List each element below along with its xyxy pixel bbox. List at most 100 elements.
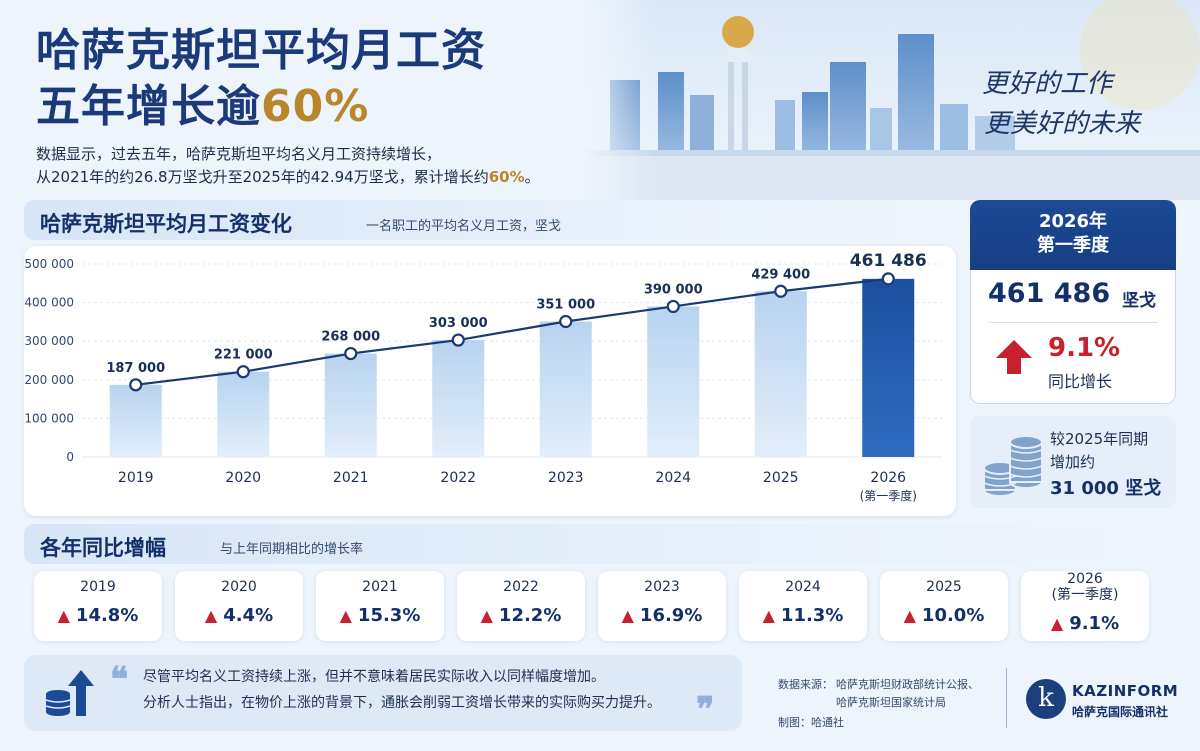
- source-line2: 哈萨克斯坦国家统计局: [836, 696, 946, 709]
- title-prefix: 五年增长逾: [36, 81, 261, 132]
- yoy-section-subtitle: 与上年同期相比的增长率: [220, 542, 364, 557]
- bar-2022: [432, 340, 485, 457]
- yoy-pct: 10.0%: [921, 605, 985, 626]
- yoy-year: 2019: [80, 579, 116, 595]
- yoy-year: 2023: [644, 579, 680, 595]
- current-wage-unit: 坚戈: [1122, 291, 1156, 311]
- up-arrow-icon: ▲: [1050, 614, 1064, 633]
- y-tick-label: 100 000: [24, 411, 74, 425]
- brand-subtitle: 哈萨克国际通讯社: [1072, 705, 1169, 719]
- yoy-pct: 4.4%: [223, 605, 274, 626]
- yoy-pct: 15.3%: [357, 605, 421, 626]
- yoy-value: ▲ 9.1%: [1021, 613, 1149, 634]
- x-tick-label: 2026: [870, 470, 906, 486]
- current-wage-card: [970, 270, 1176, 404]
- data-label-2019: 187 000: [106, 361, 165, 376]
- compare-line1: 较2025年同期: [1050, 430, 1149, 448]
- coin-stack-icon: [983, 435, 1043, 497]
- point-2020: [236, 365, 250, 379]
- x-tick-sublabel: (第一季度): [860, 488, 917, 503]
- yoy-section-title: 各年同比增幅: [40, 536, 166, 560]
- x-tick-label: 2021: [333, 470, 369, 486]
- up-arrow-icon: ▲: [480, 606, 493, 625]
- current-wage-value: 461 486: [988, 278, 1111, 309]
- yoy-pct: 12.2%: [498, 605, 562, 626]
- yoy-tile-2023: 2023 ▲ 16.9%: [598, 571, 726, 641]
- note-line1: 尽管平均名义工资持续上涨，但并不意味着居民实际收入以同样幅度增加。: [143, 669, 605, 685]
- period-line2: 第一季度: [1037, 235, 1109, 256]
- point-2023: [559, 314, 573, 329]
- yoy-value: ▲ 10.0%: [880, 605, 1008, 626]
- data-label-2025: 429 400: [751, 267, 810, 282]
- yoy-tile-2020: 2020 ▲ 4.4%: [175, 571, 303, 641]
- intro-highlight: 60%: [488, 168, 525, 186]
- yoy-year: 2022: [503, 579, 539, 595]
- yoy-year: 2026 (第一季度): [1021, 571, 1149, 603]
- yoy-section-header: [24, 524, 1176, 564]
- data-label-2026: 461 486: [850, 251, 927, 271]
- bar-2024: [647, 306, 700, 457]
- yoy-tile-2019: 2019 ▲ 14.8%: [34, 571, 162, 641]
- point-2022: [451, 333, 465, 347]
- period-line1: 2026年: [1038, 211, 1108, 232]
- yoy-pct: 14.8%: [75, 605, 139, 626]
- city-skyline-image: [580, 0, 1200, 200]
- card-divider: [988, 322, 1158, 323]
- up-arrow-icon: ▲: [57, 606, 70, 625]
- x-tick-label: 2022: [440, 470, 476, 486]
- slogan-line2: 更美好的未来: [983, 109, 1140, 139]
- note-box: [24, 655, 742, 731]
- yoy-value: ▲ 12.2%: [457, 605, 585, 626]
- y-tick-label: 200 000: [24, 373, 74, 387]
- brand-name: KAZINFORM: [1072, 682, 1179, 700]
- growth-pct: 9.1%: [1048, 333, 1121, 363]
- x-tick-label: 2019: [118, 470, 154, 486]
- yoy-value: ▲ 11.3%: [739, 605, 867, 626]
- yoy-year: 2020: [221, 579, 257, 595]
- yoy-year-sub: (第一季度): [1051, 587, 1119, 603]
- intro-line2: 从2021年的约26.8万坚戈升至2025年的42.94万坚戈，累计增长约60%…: [36, 166, 540, 189]
- slogan: 更好的工作 更美好的未来: [982, 64, 1140, 144]
- open-quote-icon: ❝: [110, 660, 129, 700]
- point-2024: [666, 299, 680, 314]
- x-tick-label: 2023: [548, 470, 584, 486]
- point-2019: [129, 378, 143, 392]
- yoy-value: ▲ 4.4%: [175, 605, 303, 626]
- data-label-2023: 351 000: [536, 298, 595, 313]
- up-arrow-icon: ▲: [204, 606, 218, 625]
- chart-section-title: 哈萨克斯坦平均月工资变化: [40, 212, 292, 236]
- yoy-tile-2021: 2021 ▲ 15.3%: [316, 571, 444, 641]
- bar-2026: [862, 278, 915, 457]
- y-tick-label: 500 000: [24, 257, 74, 271]
- yoy-value: ▲ 16.9%: [598, 605, 726, 626]
- yoy-tile-2024: 2024 ▲ 11.3%: [739, 571, 867, 641]
- intro-line1: 数据显示，过去五年，哈萨克斯坦平均名义月工资持续增长，: [36, 145, 442, 163]
- data-label-2021: 268 000: [321, 330, 380, 345]
- yoy-value: ▲ 14.8%: [34, 605, 162, 626]
- page-title-line2: 五年增长逾60%: [36, 70, 369, 134]
- data-label-2022: 303 000: [429, 316, 488, 331]
- intro-line2-prefix: 从2021年的约26.8万坚戈升至2025年的42.94万坚戈，累计增长约: [36, 168, 489, 186]
- x-tick-label: 2024: [655, 470, 691, 486]
- yoy-tile-2022: 2022 ▲ 12.2%: [457, 571, 585, 641]
- rising-coins-icon: [45, 670, 94, 716]
- x-tick-label: 2020: [225, 470, 261, 486]
- y-tick-label: 300 000: [24, 334, 74, 348]
- title-highlight: 60%: [261, 81, 370, 132]
- period-header: 2026年 第一季度: [970, 200, 1176, 270]
- up-arrow-icon: ▲: [621, 606, 634, 625]
- yoy-year: 2021: [362, 579, 398, 595]
- note-line2: 分析人士指出，在物价上涨的背景下，通胀会削弱工资增长带来的实际购买力提升。: [143, 695, 661, 711]
- brand-divider: [1006, 668, 1007, 728]
- yoy-pct: 11.3%: [780, 605, 844, 626]
- y-tick-label: 400 000: [24, 296, 74, 310]
- yoy-tile-2025: 2025 ▲ 10.0%: [880, 571, 1008, 641]
- wage-bar-chart: 0 100 000 200 000 300 000 400 000 500 000 187 …: [24, 251, 942, 503]
- growth-up-arrow-icon: [996, 340, 1032, 374]
- made-by: 制图：哈通社: [778, 716, 844, 729]
- yoy-pct: 16.9%: [639, 605, 703, 626]
- close-quote-icon: ❞: [696, 690, 715, 730]
- data-label-2020: 221 000: [214, 348, 273, 363]
- bar-2021: [324, 353, 377, 457]
- point-2021: [344, 346, 358, 361]
